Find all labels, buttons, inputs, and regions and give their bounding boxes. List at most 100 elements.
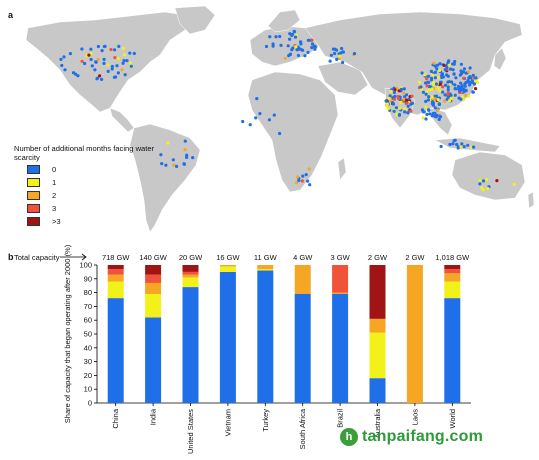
power-plant-dot xyxy=(279,43,283,48)
power-plant-dot xyxy=(436,108,440,112)
capacity-label: 11 GW xyxy=(254,253,278,262)
category-label: China xyxy=(111,408,120,428)
power-plant-dot xyxy=(420,71,424,75)
power-plant-dot xyxy=(291,46,295,50)
power-plant-dot xyxy=(455,142,459,147)
power-plant-dot xyxy=(389,89,393,94)
bar-segment xyxy=(107,274,124,282)
power-plant-dot xyxy=(430,95,434,99)
power-plant-dot xyxy=(182,162,186,166)
power-plant-dot xyxy=(87,53,91,57)
power-plant-dot xyxy=(100,77,104,81)
power-plant-dot xyxy=(421,110,425,114)
category-label: India xyxy=(149,408,158,425)
legend-items: 0 1 2 3 >3 xyxy=(14,163,164,227)
power-plant-dot xyxy=(310,45,314,50)
power-plant-dot xyxy=(433,111,437,115)
power-plant-dot xyxy=(421,90,425,94)
power-plant-dot xyxy=(437,117,441,121)
greenland-landmass xyxy=(174,5,216,35)
power-plant-dot xyxy=(393,88,397,92)
power-plant-dot xyxy=(474,87,478,91)
power-plant-dot xyxy=(435,67,439,71)
power-plant-dot xyxy=(183,148,187,152)
legend-label: 1 xyxy=(52,177,57,187)
power-plant-dot xyxy=(451,62,455,66)
central-america-landmass xyxy=(109,107,135,133)
power-plant-dot xyxy=(429,69,433,73)
power-plant-dot xyxy=(306,179,310,183)
power-plant-dot xyxy=(292,30,297,34)
power-plant-dot xyxy=(109,47,113,52)
new-zealand-landmass xyxy=(527,191,535,209)
power-plant-dot xyxy=(339,51,343,55)
power-plant-dot xyxy=(444,83,448,87)
power-plant-dot xyxy=(103,44,107,48)
category-label: South Africa xyxy=(298,408,307,449)
power-plant-dot xyxy=(443,99,447,103)
total-capacity-label: Total capacity xyxy=(14,253,60,262)
y-tick-label: 0 xyxy=(88,399,92,408)
power-plant-dot xyxy=(96,44,100,49)
power-plant-dot xyxy=(338,54,342,58)
power-plant-dot xyxy=(402,87,406,91)
power-plant-dot xyxy=(471,90,475,94)
power-plant-dot xyxy=(393,94,397,98)
power-plant-dot xyxy=(438,68,442,72)
power-plant-dot xyxy=(392,97,397,101)
power-plant-dot xyxy=(424,117,428,121)
power-plant-dot xyxy=(467,70,471,74)
map-legend: Number of additional months facing water… xyxy=(14,144,164,227)
power-plant-dot xyxy=(301,48,305,52)
legend-item: 1 xyxy=(14,176,164,188)
bar-segment xyxy=(257,269,274,271)
power-plant-dot xyxy=(443,68,447,72)
power-plant-dot xyxy=(341,60,345,65)
power-plant-dot xyxy=(446,74,450,78)
world-map xyxy=(25,5,535,233)
power-plant-dot xyxy=(306,50,310,55)
power-plant-dot xyxy=(290,32,294,36)
power-plant-dot xyxy=(300,179,304,183)
power-plant-dot xyxy=(436,86,440,90)
power-plant-dot xyxy=(166,141,170,145)
capacity-label: 1,018 GW xyxy=(435,253,470,262)
bar-segment xyxy=(182,274,199,278)
legend-swatch xyxy=(27,164,40,174)
power-plant-dot xyxy=(431,103,435,107)
power-plant-dot xyxy=(299,42,303,46)
power-plant-dot xyxy=(433,106,437,110)
power-plant-dot xyxy=(478,178,482,182)
power-plant-dot xyxy=(116,56,120,61)
power-plant-dot xyxy=(112,75,116,79)
legend-item: 3 xyxy=(14,202,164,214)
power-plant-dot xyxy=(402,91,406,95)
stacked-bar-chart: 0 10 20 30 40 50 60 70 80 90 100 Share of capacity … xyxy=(14,245,471,454)
power-plant-dot xyxy=(442,63,446,67)
power-plant-dot xyxy=(62,55,66,59)
power-plant-dot xyxy=(447,59,451,63)
power-plant-dot xyxy=(446,85,450,89)
power-plant-dot xyxy=(258,112,262,116)
capacity-label: 4 GW xyxy=(293,253,313,262)
power-plant-dot xyxy=(403,107,407,111)
power-plant-dot xyxy=(116,71,120,75)
bar-segment xyxy=(145,274,162,283)
power-plant-dot xyxy=(74,72,78,76)
y-tick-label: 40 xyxy=(84,343,92,352)
power-plant-dot xyxy=(271,42,275,46)
bar-segment xyxy=(444,281,461,299)
legend-item: >3 xyxy=(14,215,164,227)
power-plant-dot xyxy=(335,57,339,62)
power-plant-dot xyxy=(432,96,436,101)
bar-segment xyxy=(219,266,236,272)
power-plant-dot xyxy=(428,88,432,92)
bar-segment xyxy=(444,298,461,403)
power-plant-dot xyxy=(453,93,457,97)
power-plant-dot xyxy=(296,53,300,58)
power-plant-dot xyxy=(450,80,454,84)
bar-segment xyxy=(145,265,162,275)
power-plant-dot xyxy=(288,37,292,41)
south-america-landmass xyxy=(129,123,201,233)
power-plant-dot xyxy=(128,61,133,65)
